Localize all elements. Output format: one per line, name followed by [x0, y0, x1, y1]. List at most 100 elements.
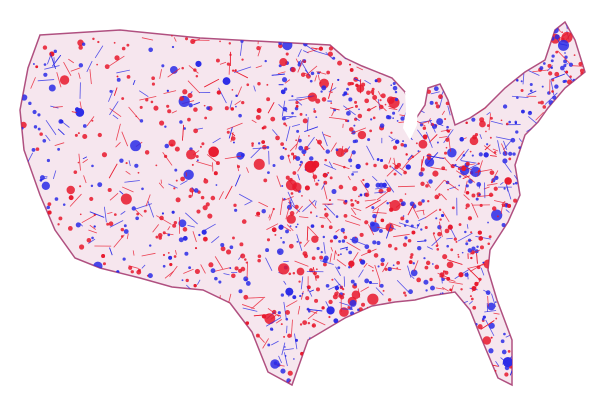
vote-dot [430, 285, 435, 291]
road [484, 144, 491, 151]
vote-dot [486, 143, 489, 146]
vote-dot [284, 355, 287, 357]
road [304, 126, 319, 132]
road [171, 110, 177, 114]
vote-dot [229, 245, 234, 250]
vote-dot [349, 63, 351, 66]
vote-dot [389, 207, 394, 212]
vote-dot [295, 139, 298, 142]
vote-dot [384, 267, 388, 271]
vote-dot [285, 52, 289, 56]
road [317, 74, 320, 81]
road [47, 56, 51, 65]
vote-dot [238, 289, 243, 294]
vote-dot [171, 45, 175, 49]
road [126, 233, 129, 240]
vote-dot [304, 146, 309, 151]
road [321, 182, 326, 190]
road [416, 209, 425, 212]
road [182, 124, 185, 141]
road [279, 197, 284, 215]
vote-dot [417, 150, 420, 153]
vote-dot [113, 41, 116, 44]
road [109, 55, 125, 67]
vote-dot [333, 318, 339, 324]
road [287, 178, 300, 193]
vote-dot [265, 248, 270, 253]
road [409, 150, 421, 160]
road [395, 203, 402, 208]
vote-dot [554, 71, 560, 77]
vote-dot [37, 113, 41, 117]
vote-dot [470, 256, 473, 260]
vote-dot [325, 283, 330, 288]
vote-dot [313, 109, 317, 113]
vote-dot [78, 63, 84, 68]
road [505, 335, 510, 338]
road [79, 222, 83, 227]
vote-dot [32, 109, 37, 115]
road [267, 102, 275, 114]
vote-dot [359, 232, 364, 237]
vote-dot [369, 129, 373, 133]
vote-dot [358, 195, 360, 198]
lake-michigan [403, 88, 418, 140]
vote-density [20, 22, 585, 385]
vote-dot [193, 128, 198, 134]
vote-dot [405, 219, 409, 224]
vote-dot [279, 58, 288, 67]
vote-dot [120, 227, 125, 232]
vote-dot [346, 87, 349, 91]
vote-dot [188, 194, 192, 198]
vote-dot [373, 163, 377, 168]
vote-dot [328, 315, 331, 319]
road [335, 228, 340, 233]
vote-dot [340, 253, 342, 256]
vote-dot [89, 196, 94, 202]
vote-dot [521, 109, 525, 114]
vote-dot [53, 49, 57, 54]
vote-dot [320, 224, 325, 228]
road [187, 80, 200, 94]
road [56, 72, 62, 88]
vote-dot [444, 117, 447, 121]
vote-dot [319, 71, 321, 73]
vote-dot [420, 228, 423, 231]
vote-dot [328, 199, 331, 202]
road [329, 253, 332, 263]
road [54, 142, 65, 147]
vote-dot [402, 242, 408, 247]
vote-dot [294, 106, 299, 111]
vote-dot [327, 51, 333, 57]
vote-dot [372, 269, 374, 272]
vote-dot [367, 293, 379, 305]
road [369, 105, 377, 111]
vote-dot [540, 100, 544, 105]
vote-dot [77, 132, 80, 135]
vote-dot [193, 107, 198, 112]
road [185, 172, 188, 177]
vote-dot [551, 90, 554, 93]
vote-dot [121, 97, 125, 100]
vote-dot [237, 165, 241, 169]
road [211, 235, 220, 244]
road [347, 175, 351, 181]
vote-dot [187, 117, 191, 122]
road [82, 156, 88, 160]
vote-dot [306, 285, 311, 290]
road [223, 273, 230, 276]
vote-dot [280, 293, 284, 297]
vote-dot [494, 301, 497, 303]
vote-dot [126, 74, 131, 79]
road [506, 183, 509, 192]
vote-dot [435, 217, 438, 220]
road [185, 212, 198, 225]
vote-dot [81, 42, 86, 46]
vote-dot [266, 238, 271, 242]
vote-dot [355, 236, 357, 239]
vote-dot [390, 131, 393, 134]
road [109, 192, 119, 201]
road [345, 106, 354, 111]
road [391, 138, 396, 142]
vote-dot [450, 248, 454, 252]
